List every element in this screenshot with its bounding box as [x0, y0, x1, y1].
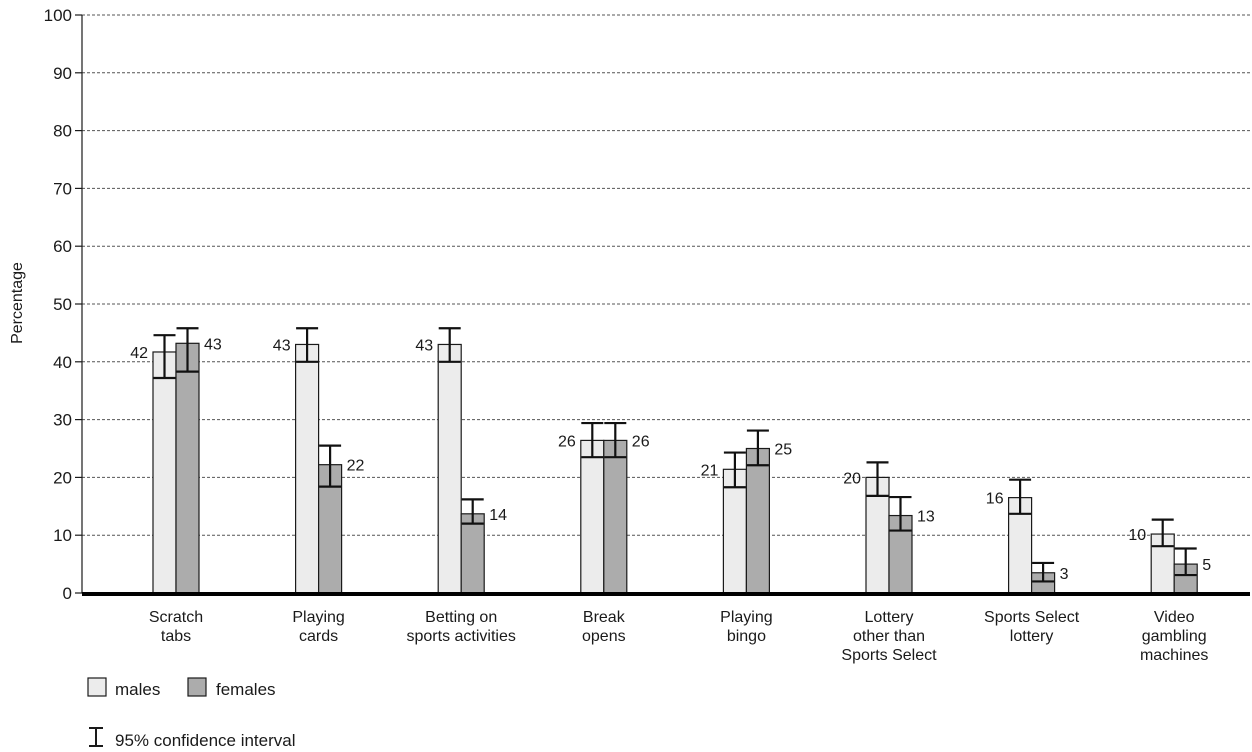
bar-males [437, 343, 462, 594]
category-label-line: Sports Select [984, 609, 1080, 626]
category-label-line: machines [1140, 647, 1208, 664]
legend-label-females: females [216, 680, 276, 699]
error-bar-males [296, 327, 319, 363]
error-bar-males [1151, 518, 1174, 548]
category-label-line: gambling [1142, 628, 1207, 645]
bar-females [603, 439, 628, 594]
category-label-line: Playing [720, 609, 772, 626]
error-bar-females [889, 495, 912, 532]
data-label-females: 22 [347, 458, 365, 475]
data-labels: 42 43 43 22 43 14 26 26 21 25 20 13 16 3 10 5 [130, 336, 1211, 582]
category-label-line: Betting on [425, 609, 497, 626]
error-bar-females [1032, 561, 1055, 583]
legend-label-males: males [115, 680, 160, 699]
y-tick-label: 20 [53, 468, 72, 487]
category-label: Break opens [582, 609, 626, 645]
data-label-males: 20 [843, 470, 861, 487]
data-label-males: 43 [273, 337, 291, 354]
gridlines [82, 14, 1250, 536]
category-label-line: Break [583, 609, 626, 626]
category-label: Betting on sports activities [407, 609, 516, 645]
y-axis-label: Percentage [9, 262, 26, 344]
error-bar-males [581, 421, 604, 459]
bars [152, 342, 1198, 594]
legend: males females 95% confidence interval [87, 677, 296, 750]
y-tick-label: 0 [63, 584, 72, 603]
data-label-males: 10 [1128, 527, 1146, 544]
y-tick-label: 50 [53, 295, 72, 314]
y-tick-label: 10 [53, 526, 72, 545]
category-label: Sports Select lottery [984, 609, 1080, 645]
data-label-females: 25 [774, 442, 792, 459]
category-label-line: lottery [1010, 628, 1054, 645]
error-bar-males [723, 451, 746, 489]
category-label-line: tabs [161, 628, 191, 645]
category-label-line: Lottery [865, 609, 914, 626]
y-tick-label: 60 [53, 237, 72, 256]
data-label-males: 16 [986, 491, 1004, 508]
data-label-females: 14 [489, 507, 507, 524]
axes [81, 15, 1250, 596]
category-label-line: cards [299, 628, 338, 645]
y-axis-ticks: 0 10 20 30 40 50 60 70 80 90 100 [44, 6, 82, 603]
data-label-females: 26 [632, 433, 650, 450]
legend-label-ci: 95% confidence interval [115, 731, 296, 750]
category-label-line: other than [853, 628, 925, 645]
category-label-line: bingo [727, 628, 766, 645]
bar-females [175, 342, 200, 594]
bar-males [580, 439, 605, 594]
category-label-line: sports activities [407, 628, 516, 645]
error-bar-males [438, 327, 461, 363]
category-label-line: Sports Select [841, 647, 937, 664]
bar-females [745, 447, 771, 594]
category-label: Scratch tabs [149, 609, 203, 645]
category-label-line: Playing [292, 609, 344, 626]
y-tick-label: 70 [53, 179, 72, 198]
data-label-males: 42 [130, 345, 148, 362]
error-bar-females [746, 429, 769, 467]
y-tick-label: 40 [53, 353, 72, 372]
category-label-line: Scratch [149, 609, 203, 626]
confidence-interval-icon [89, 727, 103, 747]
y-tick-label: 30 [53, 411, 72, 430]
legend-swatch-females [187, 677, 207, 697]
error-bars [153, 327, 1197, 583]
data-label-males: 43 [415, 337, 433, 354]
y-tick-label: 80 [53, 122, 72, 141]
error-bar-males [153, 334, 176, 380]
category-label: Video gambling machines [1140, 609, 1208, 664]
category-label: Lottery other than Sports Select [841, 609, 937, 664]
bar-males [295, 343, 320, 594]
error-bar-females [461, 498, 484, 525]
category-labels: Scratch tabs Playing cards Betting on sports … [149, 609, 1209, 664]
error-bar-males [1009, 478, 1032, 515]
category-label-line: opens [582, 628, 626, 645]
bar-males [152, 351, 177, 594]
error-bar-males [866, 461, 889, 497]
data-label-females: 5 [1202, 557, 1211, 574]
data-label-females: 3 [1060, 566, 1069, 583]
error-bar-females [1174, 547, 1197, 577]
category-label: Playing cards [292, 609, 344, 645]
legend-swatch-males [87, 677, 107, 697]
data-label-females: 43 [204, 336, 222, 353]
y-tick-label: 100 [44, 6, 72, 25]
error-bar-females [319, 444, 342, 488]
category-label: Playing bingo [720, 609, 772, 645]
data-label-males: 26 [558, 433, 576, 450]
category-label-line: Video [1154, 609, 1195, 626]
data-label-females: 13 [917, 509, 935, 526]
data-label-males: 21 [701, 462, 719, 479]
error-bar-females [176, 327, 199, 373]
error-bar-females [604, 421, 627, 459]
bar-females [460, 513, 485, 594]
y-tick-label: 90 [53, 64, 72, 83]
